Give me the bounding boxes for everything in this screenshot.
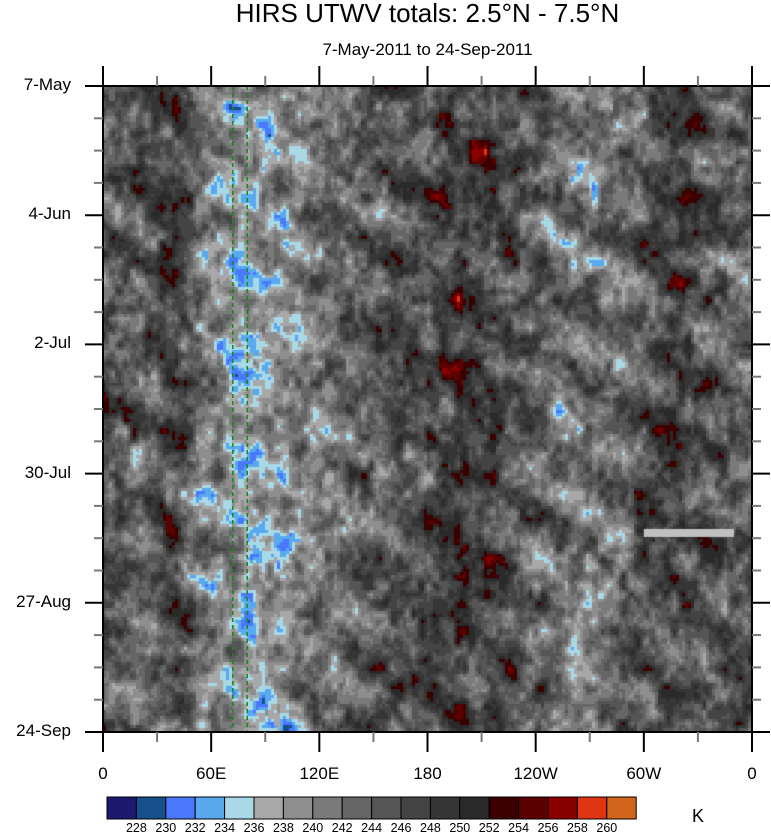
colorbar-box [459, 796, 490, 820]
colorbar-box [194, 796, 226, 820]
chart-title: HIRS UTWV totals: 2.5°N - 7.5°N [235, 0, 620, 28]
colorbar-label: 258 [566, 821, 588, 834]
x-tick-label: 60W [626, 764, 662, 783]
colorbar-box [253, 796, 284, 820]
colorbar-box [106, 796, 137, 820]
y-tick-label: 4-Jun [28, 204, 71, 224]
colorbar-label: 242 [331, 821, 353, 834]
colorbar-unit: K [692, 806, 705, 826]
colorbar-label: 254 [508, 821, 530, 834]
y-tick-label: 2-Jul [34, 333, 71, 353]
x-tick-label: 0 [98, 764, 108, 783]
colorbar-box [429, 796, 461, 820]
plot-frame [102, 85, 753, 733]
y-tick-label: 30-Jul [24, 462, 71, 482]
colorbar-box [165, 796, 196, 820]
colorbar-box [518, 796, 549, 820]
colorbar-box [606, 796, 637, 820]
colorbar-label: 228 [125, 821, 147, 834]
colorbar-label: 252 [478, 821, 500, 834]
colorbar-label: 238 [272, 821, 294, 834]
colorbar-label: 244 [361, 821, 383, 834]
y-tick-label: 7-May [23, 75, 71, 94]
colorbar-label: 240 [302, 821, 324, 834]
colorbar-box [400, 796, 431, 820]
x-tick-label: 120W [513, 764, 558, 783]
colorbar-box [224, 796, 255, 820]
x-tick-label: 180 [413, 764, 442, 783]
colorbar-label: 236 [243, 821, 265, 834]
x-tick-label: 0 [747, 764, 757, 783]
y-tick-label: 27-Aug [16, 591, 71, 611]
x-tick-label: 60E [196, 764, 227, 783]
colorbar-box [135, 796, 167, 820]
colorbar-box [371, 796, 402, 820]
colorbar-box [488, 796, 520, 820]
colorbar-label: 234 [214, 821, 236, 834]
colorbar-label: 260 [596, 821, 618, 834]
colorbar-box [547, 796, 578, 820]
colorbar-label: 256 [537, 821, 559, 834]
colorbar-label: 246 [390, 821, 412, 834]
colorbar-label: 232 [184, 821, 206, 834]
x-tick-label: 120E [299, 764, 340, 783]
utwv-contour-field [103, 86, 752, 732]
colorbar-label: 250 [449, 821, 471, 834]
colorbar-label: 230 [155, 821, 177, 834]
colorbar-box [576, 796, 608, 820]
chart-subtitle: 7-May-2011 to 24-Sep-2011 [322, 40, 533, 59]
colorbar-box [312, 796, 343, 820]
colorbar-box [282, 796, 314, 820]
colorbar-label: 248 [419, 821, 441, 834]
y-tick-label: 24-Sep [16, 721, 71, 740]
colorbar-box [341, 796, 373, 820]
